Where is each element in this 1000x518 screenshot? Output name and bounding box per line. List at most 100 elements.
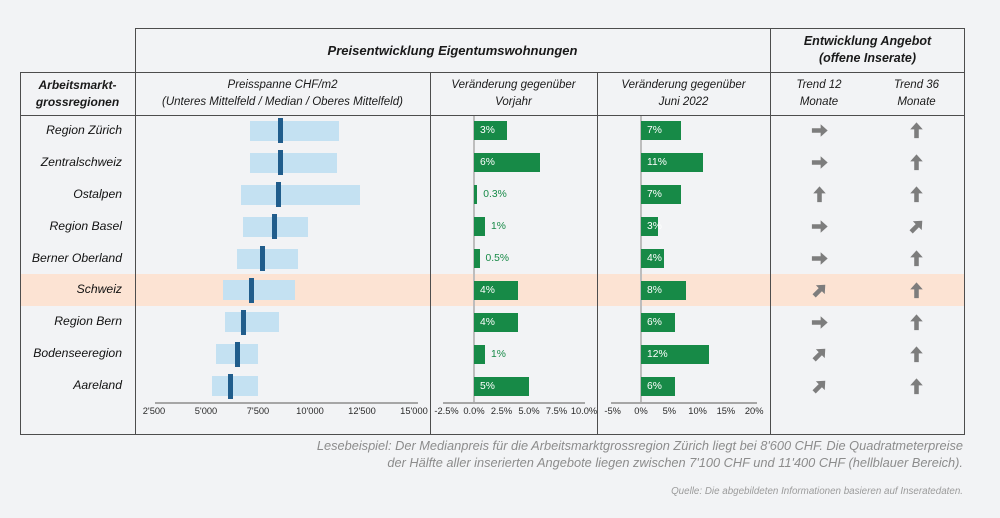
price-group-title: Preisentwicklung Eigentumswohnungen	[327, 42, 578, 58]
yoy-change-bar	[474, 185, 478, 205]
june-axis-tick: -5%	[604, 406, 621, 416]
june2022-change-value: 3%	[647, 221, 662, 233]
june2022-change-value: 4%	[647, 253, 662, 264]
june2022-change-bar	[641, 121, 681, 141]
column-header-june2022-change: Veränderung gegenüber Juni 2022	[597, 72, 770, 115]
yoy-axis-tick: 7.5%	[545, 406, 568, 416]
june2022-change-bar	[641, 185, 681, 205]
yoy-axis-tick: 2.5%	[490, 406, 513, 416]
trend-36-arrow-up-icon	[907, 377, 926, 396]
price-axis-tick: 5'000	[194, 406, 218, 416]
yoy-change-value: 1%	[491, 348, 506, 360]
row-label-region: Aareland	[73, 378, 122, 393]
row-label-region: Region Zürich	[46, 123, 122, 137]
trend-12-arrow-up-icon	[810, 185, 829, 204]
june2022-change-value: 7%	[647, 125, 662, 137]
june2022-change-value: 12%	[647, 348, 668, 360]
yoy-axis-tick: 5.0%	[518, 406, 540, 416]
price-axis-tick: 10'000	[296, 406, 324, 416]
yoy-header-line1: Veränderung gegenüber	[451, 78, 576, 91]
price-range-bar	[249, 120, 340, 141]
price-range-bar	[249, 152, 338, 173]
yoy-change-value: 0.3%	[483, 189, 507, 201]
trend12-header-line2: Monate	[799, 95, 839, 108]
column-header-trend-36: Trend 36 Monate	[868, 72, 965, 115]
yoy-change-value: 3%	[480, 125, 495, 137]
trend36-header-line1: Trend 36	[893, 78, 940, 91]
yoy-change-value: 4%	[480, 284, 495, 296]
price-group-header: Preisentwicklung Eigentumswohnungen	[135, 28, 770, 72]
reading-example-note: Lesebeispiel: Der Medianpreis für die Ar…	[200, 437, 963, 471]
yoy-change-bar	[474, 121, 507, 141]
trend-12-arrow-right-icon	[810, 121, 829, 140]
trend-36-arrow-up-icon	[907, 281, 926, 300]
june-header-line1: Veränderung gegenüber	[621, 78, 746, 91]
yoy-axis-tick: 0.0%	[463, 406, 485, 416]
price-range-bar	[224, 312, 279, 333]
yoy-change-bar	[474, 344, 485, 364]
yoy-change-value: 0.5%	[485, 253, 509, 264]
june-axis-tick: 15%	[716, 406, 736, 416]
row-label-region: Ostalpen	[73, 186, 122, 201]
price-axis-tick: 7'500	[246, 406, 270, 416]
june2022-change-value: 11%	[647, 157, 667, 169]
column-header-trend-12: Trend 12 Monate	[770, 72, 868, 115]
border-col-yoy-right	[597, 72, 598, 435]
trend12-header-line1: Trend 12	[796, 78, 842, 91]
june-axis-line	[611, 402, 757, 404]
trend36-header-line2: Monate	[897, 95, 936, 108]
june2022-change-bar	[641, 376, 675, 396]
trend-12-arrow-right-icon	[810, 217, 829, 236]
june2022-change-bar	[641, 153, 704, 173]
regions-header-line2: grossregionen	[35, 94, 120, 109]
row-label-region: Schweiz	[76, 282, 122, 297]
row-label-region: Berner Oberland	[31, 250, 122, 265]
border-top	[135, 28, 965, 29]
price-median-tick	[276, 182, 282, 208]
price-median-tick	[240, 309, 246, 335]
price-axis-tick: 15'000	[400, 406, 428, 416]
reading-example-line1: Lesebeispiel: Der Medianpreis für die Ar…	[316, 438, 963, 453]
price-axis-line	[155, 402, 418, 404]
price-median-tick	[234, 341, 240, 367]
trend-36-arrow-up-icon	[907, 185, 926, 204]
june2022-change-value: 6%	[647, 380, 662, 392]
border-right	[964, 28, 965, 435]
yoy-change-bar	[474, 312, 518, 332]
border-col-regions-right	[135, 28, 136, 435]
trend-12-arrow-up-right-icon	[810, 281, 829, 300]
regions-header-line1: Arbeitsmarkt-	[38, 77, 117, 92]
reading-example-line2: der Hälfte aller inserierten Angebote li…	[387, 455, 963, 470]
yoy-change-bar	[474, 280, 518, 300]
column-header-price-range: Preisspanne CHF/m2 (Unteres Mittelfeld /…	[135, 72, 430, 115]
border-col-price-right	[430, 72, 431, 435]
row-label-region: Region Basel	[49, 218, 123, 233]
row-label-region: Region Bern	[54, 314, 122, 329]
price-range-bar	[241, 184, 360, 205]
yoy-header-line2: Vorjahr	[495, 95, 532, 108]
row-label-region: Zentralschweiz	[40, 154, 122, 169]
june2022-change-bar	[641, 249, 664, 268]
yoy-change-value: 4%	[480, 316, 495, 328]
trend-36-arrow-up-right-icon	[907, 217, 926, 236]
yoy-change-value: 5%	[480, 380, 495, 392]
yoy-change-bar	[474, 376, 529, 396]
price-range-bar	[222, 280, 296, 301]
yoy-axis-line	[443, 402, 585, 404]
border-header-top	[20, 72, 965, 73]
june2022-change-value: 8%	[647, 284, 662, 296]
border-header-bottom	[20, 115, 965, 116]
yoy-change-value: 1%	[491, 221, 506, 233]
supply-group-title-line2: (offene Inserate)	[818, 51, 916, 65]
price-header-line2: (Unteres Mittelfeld / Median / Oberes Mi…	[162, 95, 403, 108]
yoy-axis-tick: -2.5%	[434, 406, 459, 416]
price-axis-tick: 12'500	[348, 406, 376, 416]
price-median-tick	[278, 150, 284, 176]
price-median-tick	[249, 277, 255, 303]
trend-12-arrow-up-right-icon	[810, 345, 829, 364]
trend-36-arrow-up-icon	[907, 249, 926, 268]
june-header-line2: Juni 2022	[658, 95, 709, 108]
border-bottom	[20, 434, 965, 435]
june2022-change-value: 6%	[647, 316, 662, 328]
border-left	[20, 72, 21, 435]
